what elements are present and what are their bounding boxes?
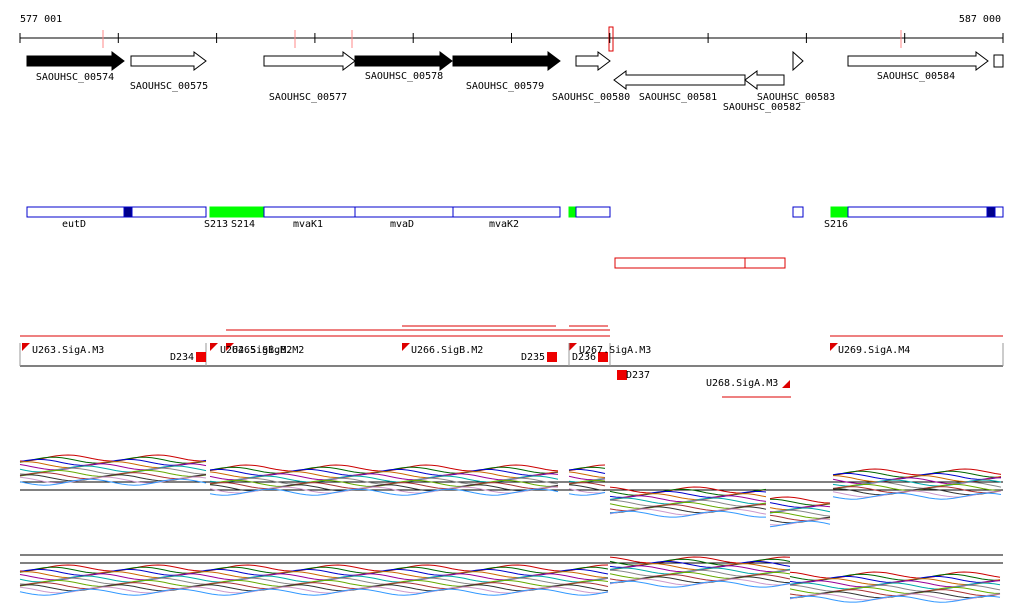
gene-arrow	[130, 51, 207, 71]
unit-flag	[226, 343, 234, 351]
gene-label: SAOUHSC_00578	[365, 71, 443, 82]
gene-box	[993, 54, 1004, 68]
expression-line	[19, 458, 1002, 508]
segment	[354, 206, 454, 218]
gene-arrow	[613, 70, 746, 90]
gene-arrow	[354, 51, 453, 71]
gene-label: SAOUHSC_00584	[877, 71, 955, 82]
unit-flag	[782, 380, 790, 388]
expression-line	[19, 463, 1002, 513]
unit-label: U265.SigB.M2	[232, 345, 304, 356]
segment-label: mvaD	[390, 219, 414, 230]
expression-line	[19, 461, 1002, 511]
unit-label: U264.SigB.M2	[220, 345, 292, 356]
segment	[26, 206, 207, 218]
unit-flag	[22, 343, 30, 351]
unit-box	[196, 352, 206, 362]
unit-label: D236	[572, 352, 596, 363]
segment	[209, 206, 265, 218]
gene-label: SAOUHSC_00583	[757, 92, 835, 103]
expression-line	[19, 476, 1002, 526]
ruler-start: 577 001	[20, 14, 62, 25]
gene-label: SAOUHSC_00580	[552, 92, 630, 103]
segment-label: mvaK1	[293, 219, 323, 230]
unit-label: D237	[626, 370, 650, 381]
unit-label: U263.SigA.M3	[32, 345, 104, 356]
gene-arrow	[452, 51, 561, 71]
unit-box	[598, 352, 608, 362]
expression-line	[19, 563, 1001, 586]
gene-label: SAOUHSC_00582	[723, 102, 801, 113]
unit-label: U266.SigB.M2	[411, 345, 483, 356]
expression-line	[19, 478, 1002, 528]
segment	[986, 206, 996, 218]
unit-label: U269.SigA.M4	[838, 345, 910, 356]
expression-line	[19, 467, 1002, 517]
unit-flag	[210, 343, 218, 351]
segment-label: mvaK2	[489, 219, 519, 230]
gene-arrow	[26, 51, 125, 71]
segment	[263, 206, 356, 218]
unit-label: U268.SigA.M3	[706, 378, 778, 389]
unit-label: D235	[521, 352, 545, 363]
gene-label: SAOUHSC_00581	[639, 92, 717, 103]
gene-arrow	[744, 70, 785, 90]
segment-label: S213	[204, 219, 228, 230]
unit-flag	[830, 343, 838, 351]
segment-label: eutD	[62, 219, 86, 230]
segment-label: S214	[231, 219, 255, 230]
gene-arrow	[263, 51, 356, 71]
gene-label: SAOUHSC_00575	[130, 81, 208, 92]
segment	[568, 206, 577, 218]
segment	[452, 206, 561, 218]
gene-arrow	[575, 51, 611, 71]
unit-flag	[402, 343, 410, 351]
unit-flag	[569, 343, 577, 351]
segment	[575, 206, 611, 218]
cursor	[608, 26, 614, 52]
segment	[847, 206, 1004, 218]
unit-box	[547, 352, 557, 362]
unit-label: D234	[170, 352, 194, 363]
unit-label: U267.SigA.M3	[579, 345, 651, 356]
gene-label: SAOUHSC_00574	[36, 72, 114, 83]
gene-arrow	[792, 50, 804, 72]
segment-label: S216	[824, 219, 848, 230]
gene-label: SAOUHSC_00579	[466, 81, 544, 92]
region-box	[614, 257, 786, 269]
gene-arrow	[847, 51, 989, 71]
ruler-end: 587 000	[959, 14, 1001, 25]
segment	[792, 206, 804, 218]
segment	[123, 206, 133, 218]
gene-label: SAOUHSC_00577	[269, 92, 347, 103]
segment	[830, 206, 849, 218]
expression-line	[19, 474, 1002, 524]
expression-line	[19, 580, 1001, 603]
unit-box	[617, 370, 627, 380]
